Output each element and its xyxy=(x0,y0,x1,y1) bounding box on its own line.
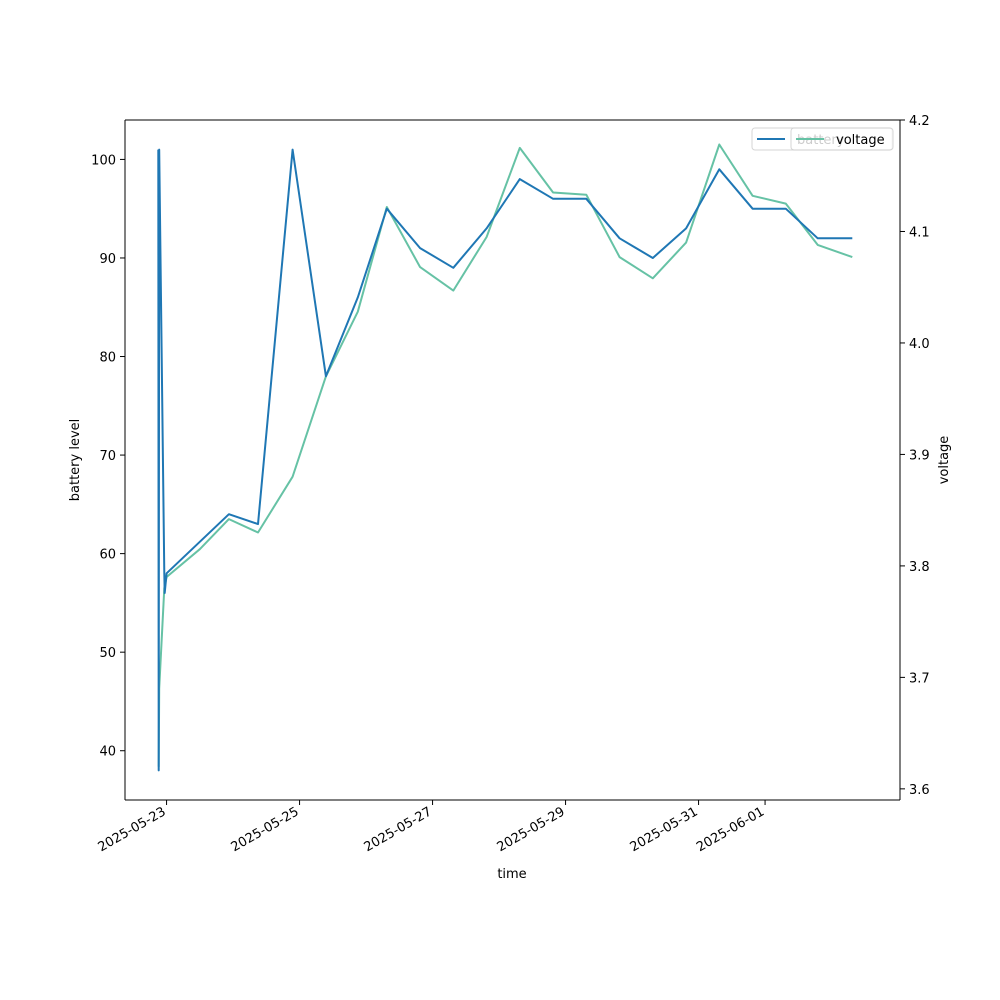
y-right-tick-label: 4.2 xyxy=(909,114,930,129)
x-ticks: 2025-05-23 2025-05-25 2025-05-27 2025-05-29… xyxy=(96,800,767,855)
series-line-voltage xyxy=(157,143,853,768)
series-line-battery xyxy=(157,148,853,772)
y-left-axis-label: battery level xyxy=(68,419,83,502)
y-left-tick-label: 50 xyxy=(99,646,116,661)
y-right-tick-label: 3.6 xyxy=(909,783,930,798)
x-tick-label: 2025-05-23 xyxy=(96,804,169,855)
y-left-ticks: 40 50 60 70 80 90 100 xyxy=(91,153,125,760)
legend-voltage: voltage xyxy=(790,127,894,151)
x-axis-label: time xyxy=(497,867,526,882)
y-left-tick-label: 70 xyxy=(99,449,116,464)
legend-voltage-label: voltage xyxy=(836,133,885,148)
y-left-tick-label: 100 xyxy=(91,153,116,168)
y-right-tick-label: 4.0 xyxy=(909,337,930,352)
y-right-tick-label: 3.9 xyxy=(909,448,930,463)
y-right-tick-label: 3.7 xyxy=(909,671,930,686)
x-tick-label: 2025-05-29 xyxy=(495,804,568,855)
y-left-tick-label: 60 xyxy=(99,548,116,563)
y-right-axis-label: voltage xyxy=(937,436,952,485)
x-tick-label: 2025-05-31 xyxy=(628,804,701,855)
plot-frame xyxy=(124,119,901,801)
plot-background xyxy=(125,120,900,800)
y-left-tick-label: 80 xyxy=(99,351,116,366)
y-right-tick-label: 3.8 xyxy=(909,560,930,575)
x-tick-label: 2025-05-25 xyxy=(229,804,302,855)
x-tick-label: 2025-05-27 xyxy=(362,804,435,855)
x-tick-label: 2025-06-01 xyxy=(694,804,767,855)
y-left-tick-label: 90 xyxy=(99,252,116,267)
y-right-ticks: 3.6 3.7 3.8 3.9 4.0 4.1 4.2 xyxy=(900,114,930,798)
y-right-tick-label: 4.1 xyxy=(909,225,930,240)
series-layer xyxy=(157,143,853,772)
y-left-tick-label: 40 xyxy=(99,745,116,760)
